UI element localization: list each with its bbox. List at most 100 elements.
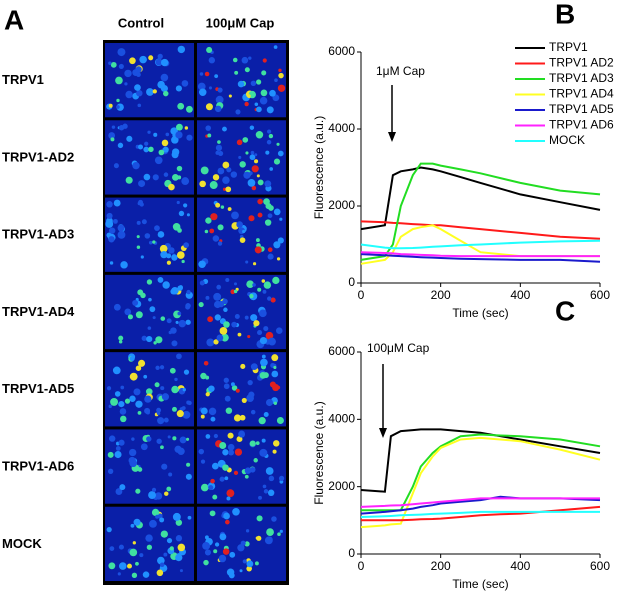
cell xyxy=(217,224,224,231)
cell xyxy=(186,462,191,467)
cell xyxy=(225,277,230,283)
cell xyxy=(226,568,235,576)
cell xyxy=(212,235,220,242)
cell xyxy=(205,434,211,439)
cell xyxy=(204,229,209,234)
cell xyxy=(225,186,232,193)
x-tick-label: 400 xyxy=(510,559,530,573)
row-label: TRPV1-AD3 xyxy=(2,227,74,242)
x-tick-label: 0 xyxy=(358,288,365,302)
cell xyxy=(144,233,151,239)
cell xyxy=(233,282,238,286)
cell xyxy=(210,416,216,422)
cell xyxy=(131,437,135,441)
cell xyxy=(255,441,260,446)
cell xyxy=(132,299,139,306)
cell xyxy=(220,205,225,209)
cell xyxy=(125,176,133,184)
cell xyxy=(234,313,240,319)
cell xyxy=(144,395,152,403)
cell xyxy=(154,225,160,232)
cell xyxy=(268,337,276,346)
cell xyxy=(175,85,182,92)
cell xyxy=(253,320,260,327)
cell xyxy=(246,280,254,289)
cell xyxy=(177,285,183,291)
cell xyxy=(183,242,190,248)
cell xyxy=(117,572,121,576)
cell xyxy=(234,70,239,75)
x-tick-label: 200 xyxy=(431,288,451,302)
cell xyxy=(148,491,156,500)
cell xyxy=(227,432,234,439)
cell xyxy=(254,561,259,566)
cell xyxy=(163,417,169,423)
cell xyxy=(160,530,168,538)
cell xyxy=(250,80,257,87)
cell xyxy=(219,441,227,449)
cell xyxy=(273,401,278,405)
cell xyxy=(141,219,147,225)
cell xyxy=(256,79,262,85)
cell xyxy=(132,69,140,77)
cell xyxy=(168,472,173,477)
cell xyxy=(209,510,216,517)
cell xyxy=(214,105,222,113)
cell xyxy=(178,319,187,328)
cell xyxy=(166,486,172,492)
cell xyxy=(176,200,180,205)
cell xyxy=(144,141,149,146)
cell xyxy=(230,382,235,387)
cell xyxy=(213,300,222,309)
cell xyxy=(231,211,239,220)
cell xyxy=(166,538,173,544)
cell xyxy=(244,101,249,107)
cell xyxy=(215,202,221,208)
cell xyxy=(266,528,274,536)
cell xyxy=(139,55,147,64)
cell xyxy=(118,562,127,570)
cell xyxy=(132,161,140,170)
cell xyxy=(171,254,178,261)
cell xyxy=(186,213,190,217)
cell xyxy=(278,68,282,73)
x-tick-label: 0 xyxy=(358,559,365,573)
cell xyxy=(158,149,165,156)
cell xyxy=(259,96,268,105)
cell xyxy=(106,386,112,391)
cell xyxy=(113,303,121,311)
cell xyxy=(278,475,285,482)
cell xyxy=(166,260,171,265)
cell xyxy=(157,80,165,89)
cell xyxy=(267,247,273,253)
cell xyxy=(263,411,269,417)
cell xyxy=(171,151,179,159)
cell xyxy=(124,82,128,86)
cell xyxy=(222,449,229,456)
y-tick-label: 0 xyxy=(348,546,355,560)
cell xyxy=(143,146,150,153)
cell xyxy=(200,166,209,175)
cell xyxy=(248,56,252,60)
cell xyxy=(166,253,172,259)
cell xyxy=(176,410,184,418)
annotation: 100μM Cap xyxy=(367,341,430,355)
cell xyxy=(199,180,206,188)
cell xyxy=(240,363,246,369)
cell xyxy=(177,175,182,180)
cell xyxy=(214,542,220,547)
cell xyxy=(259,448,268,457)
cell xyxy=(272,276,280,285)
cell xyxy=(171,385,179,394)
cell xyxy=(106,201,113,208)
cell xyxy=(246,560,254,568)
cell xyxy=(153,341,157,345)
cell xyxy=(120,261,128,269)
cell xyxy=(146,279,153,285)
cell xyxy=(113,163,119,169)
cell xyxy=(222,187,227,191)
cell xyxy=(244,315,249,320)
cell xyxy=(146,88,154,96)
cell xyxy=(153,132,158,137)
cell xyxy=(159,244,168,253)
